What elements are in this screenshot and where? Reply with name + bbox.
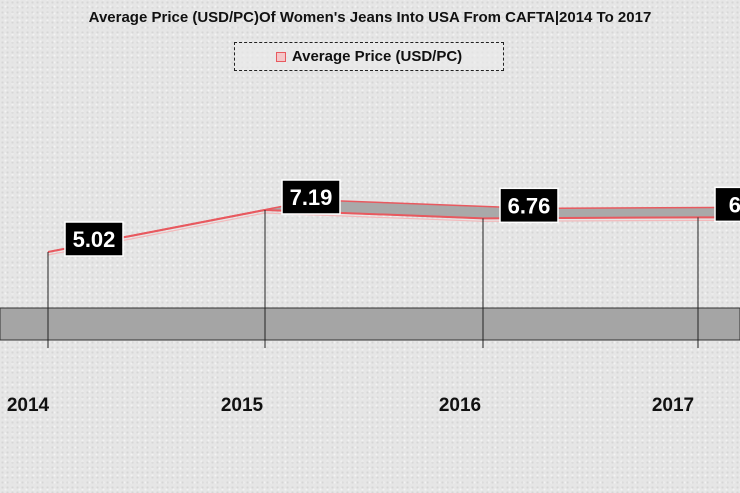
legend: Average Price (USD/PC) — [234, 42, 504, 71]
data-label-2015: 7.19 — [290, 185, 333, 210]
data-label-2016: 6.76 — [508, 193, 551, 218]
chart-floor — [0, 307, 740, 341]
x-tick-label-2014: 2014 — [7, 395, 50, 416]
legend-label: Average Price (USD/PC) — [291, 48, 463, 65]
data-label-box-2017 — [714, 186, 740, 223]
legend-swatch-icon — [275, 51, 286, 62]
data-label-box-2015 — [281, 179, 341, 215]
data-label-2014: 5.02 — [73, 227, 116, 252]
x-tick-label-2015: 2015 — [221, 395, 264, 416]
x-tick-label-2016: 2016 — [439, 395, 481, 416]
series-line-shadow — [47, 212, 740, 256]
data-label-box-2014 — [64, 221, 124, 257]
chart-title: Average Price (USD/PC)Of Women's Jeans I… — [88, 9, 652, 26]
series-ribbon — [47, 199, 740, 253]
data-label-2017: 6.8 — [729, 192, 740, 217]
data-label-box-2016 — [499, 187, 559, 224]
x-tick-label-2017: 2017 — [652, 395, 694, 416]
